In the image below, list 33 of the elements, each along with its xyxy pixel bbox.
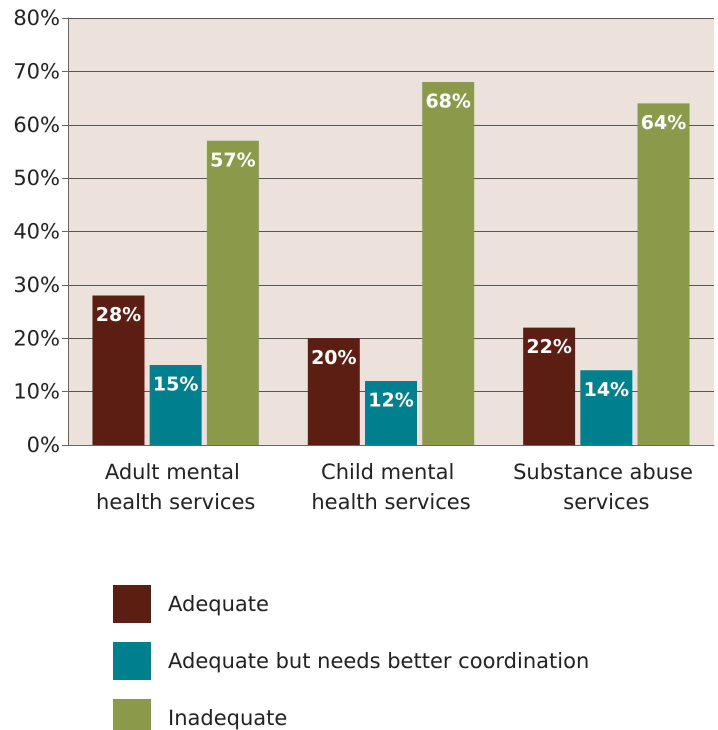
bar: [206, 140, 259, 445]
legend-label: Adequate: [168, 592, 269, 616]
y-tick-label: 0%: [26, 433, 60, 457]
data-label: 28%: [96, 304, 142, 326]
data-label: 12%: [368, 389, 414, 412]
y-tick-label: 10%: [13, 380, 60, 404]
bar: [308, 338, 360, 445]
y-tick-label: 30%: [13, 272, 60, 297]
x-tick-label: Substance abuse services: [513, 460, 700, 514]
y-tick-label: 80%: [13, 6, 60, 30]
y-tick-label: 40%: [13, 220, 60, 244]
bar: [92, 296, 144, 445]
y-tick-label: 50%: [13, 166, 60, 190]
legend-label: Inadequate: [168, 706, 288, 730]
bar: [422, 82, 474, 445]
data-label: 68%: [425, 90, 471, 113]
data-label: 22%: [526, 336, 572, 358]
bar: [150, 364, 202, 445]
bar: [523, 328, 576, 445]
bar: [580, 370, 632, 445]
y-tick-label: 60%: [13, 112, 60, 137]
x-tick-label: Adult mental health services: [96, 460, 256, 514]
y-tick-label: 70%: [13, 59, 60, 84]
legend-label: Adequate but needs better coordination: [168, 649, 590, 673]
bar: [365, 380, 417, 445]
data-label: 20%: [311, 346, 357, 369]
data-label: 57%: [210, 149, 256, 172]
data-label: 14%: [584, 378, 630, 401]
data-label: 64%: [640, 112, 686, 134]
data-label: 15%: [152, 373, 198, 396]
bar: [638, 103, 690, 445]
x-tick-label: Child mental health services: [311, 460, 471, 514]
y-tick-label: 20%: [13, 326, 60, 350]
